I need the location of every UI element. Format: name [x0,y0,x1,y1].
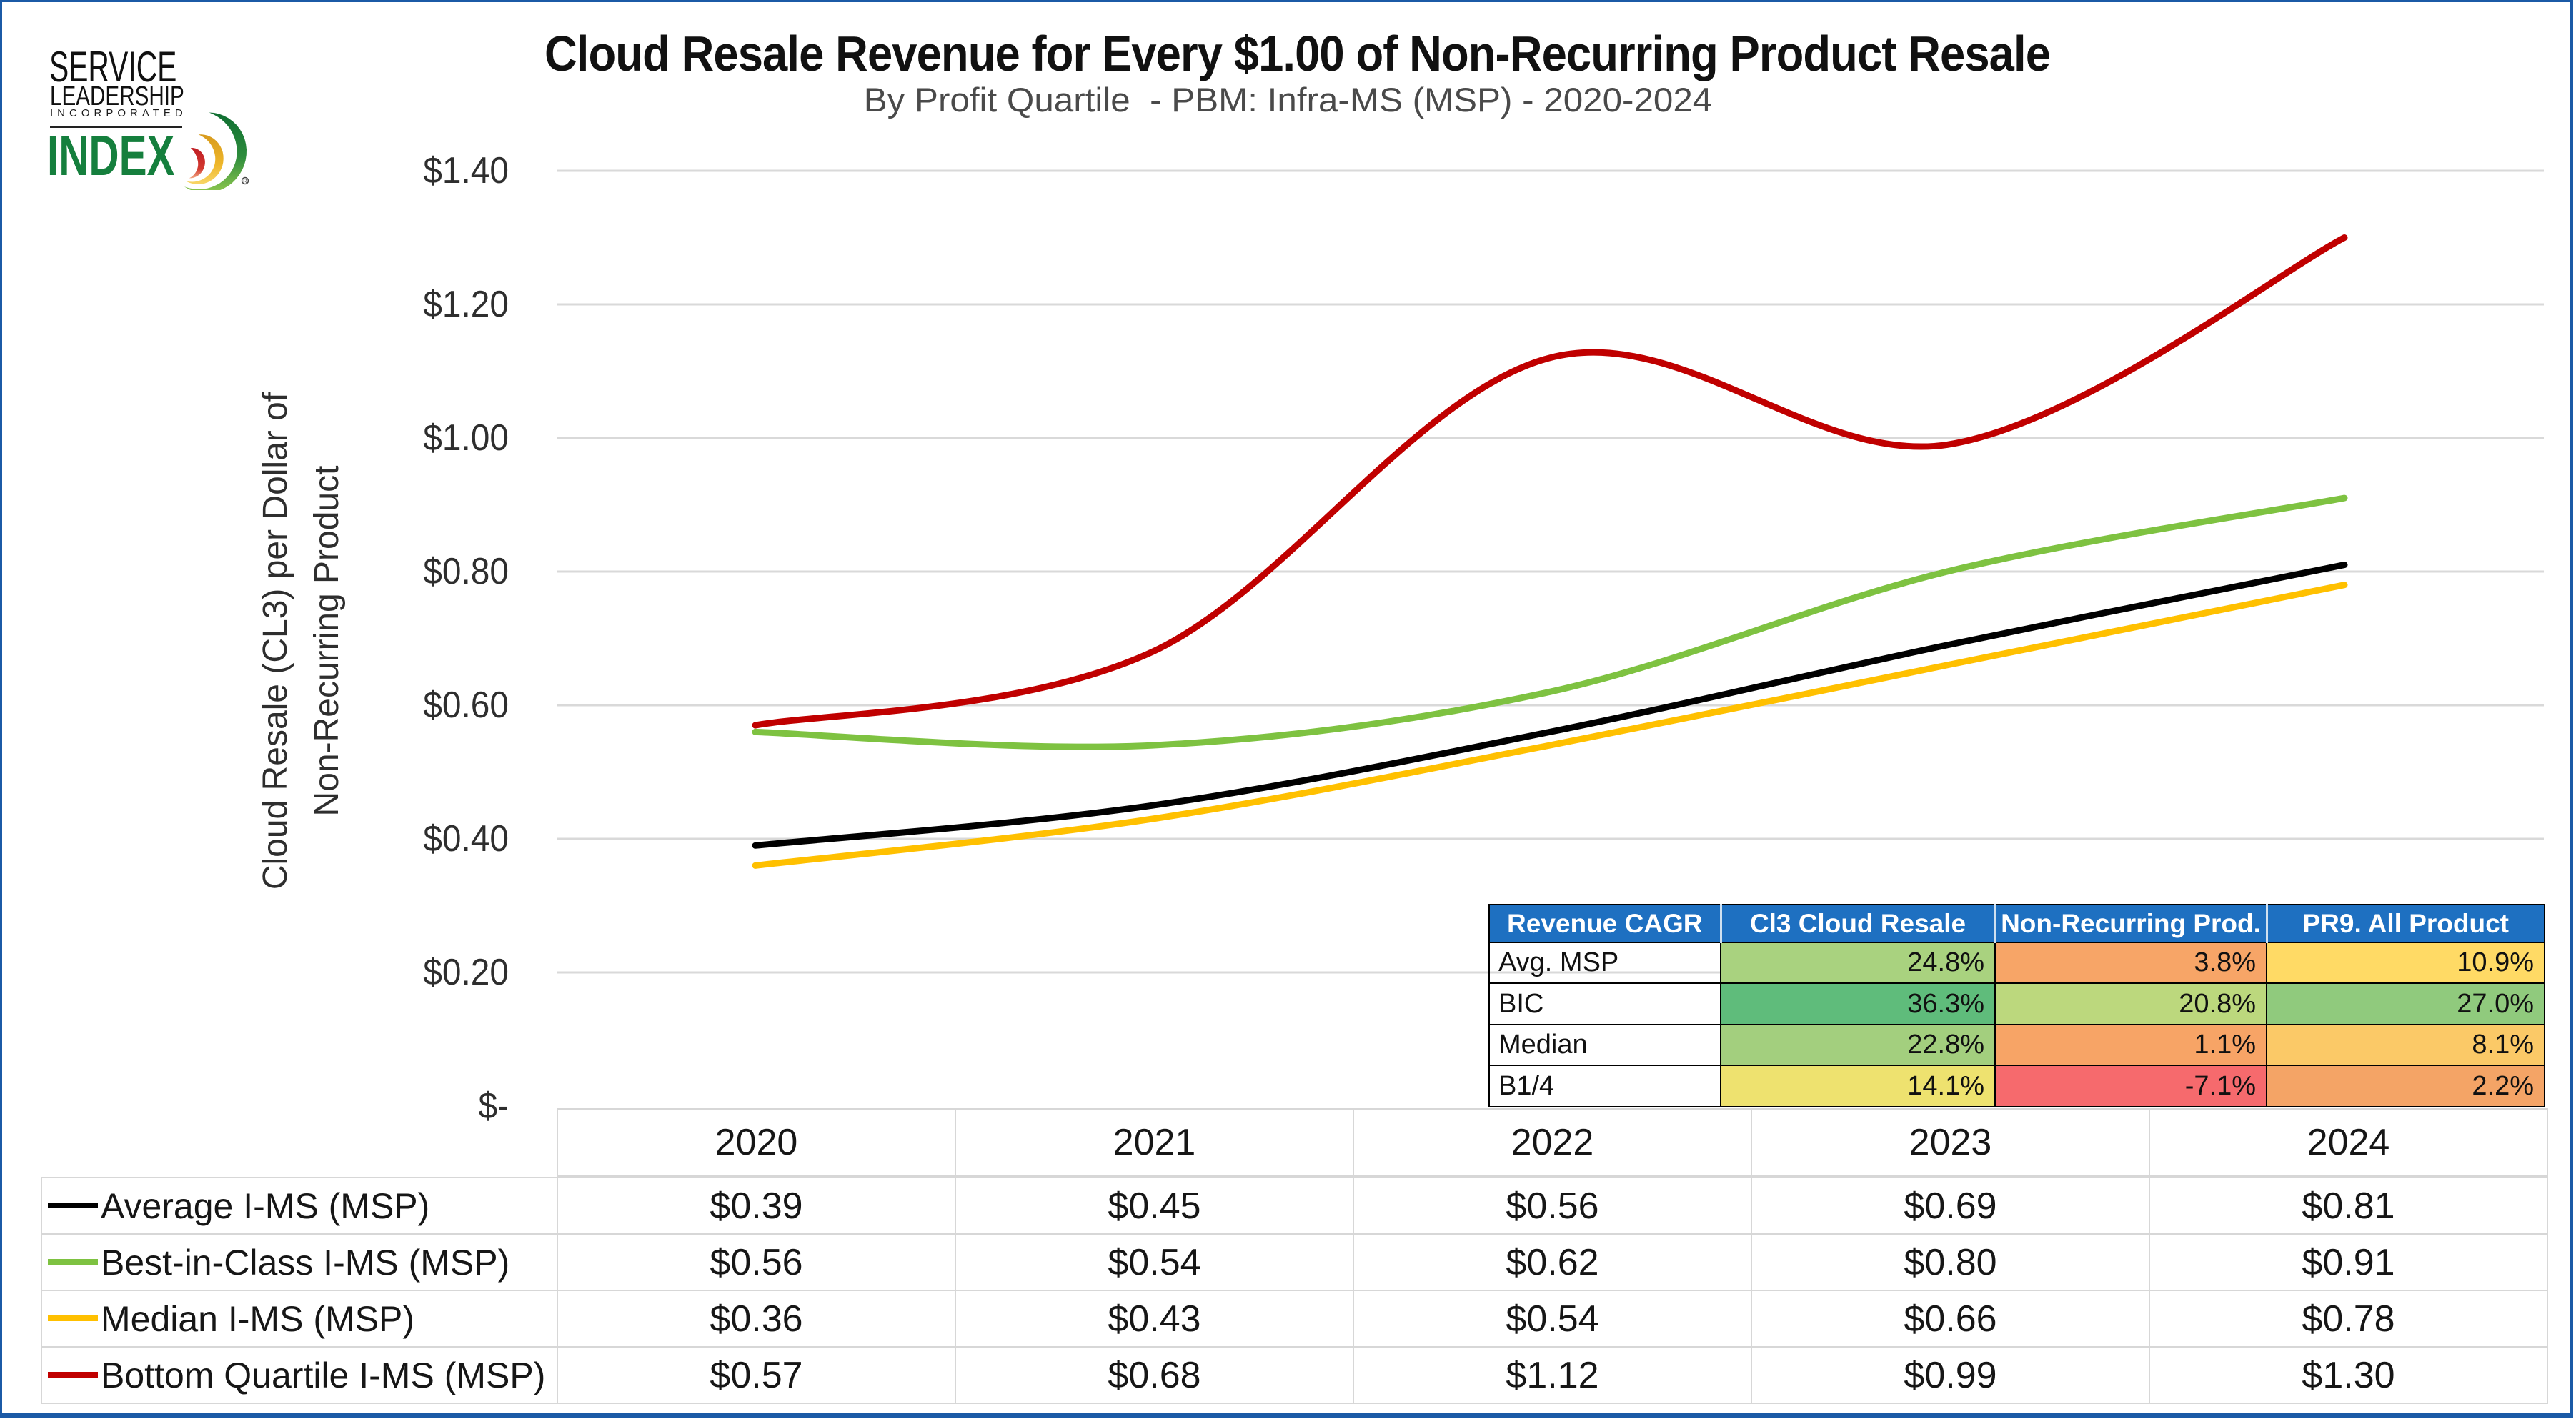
svg-text:R: R [243,179,247,185]
